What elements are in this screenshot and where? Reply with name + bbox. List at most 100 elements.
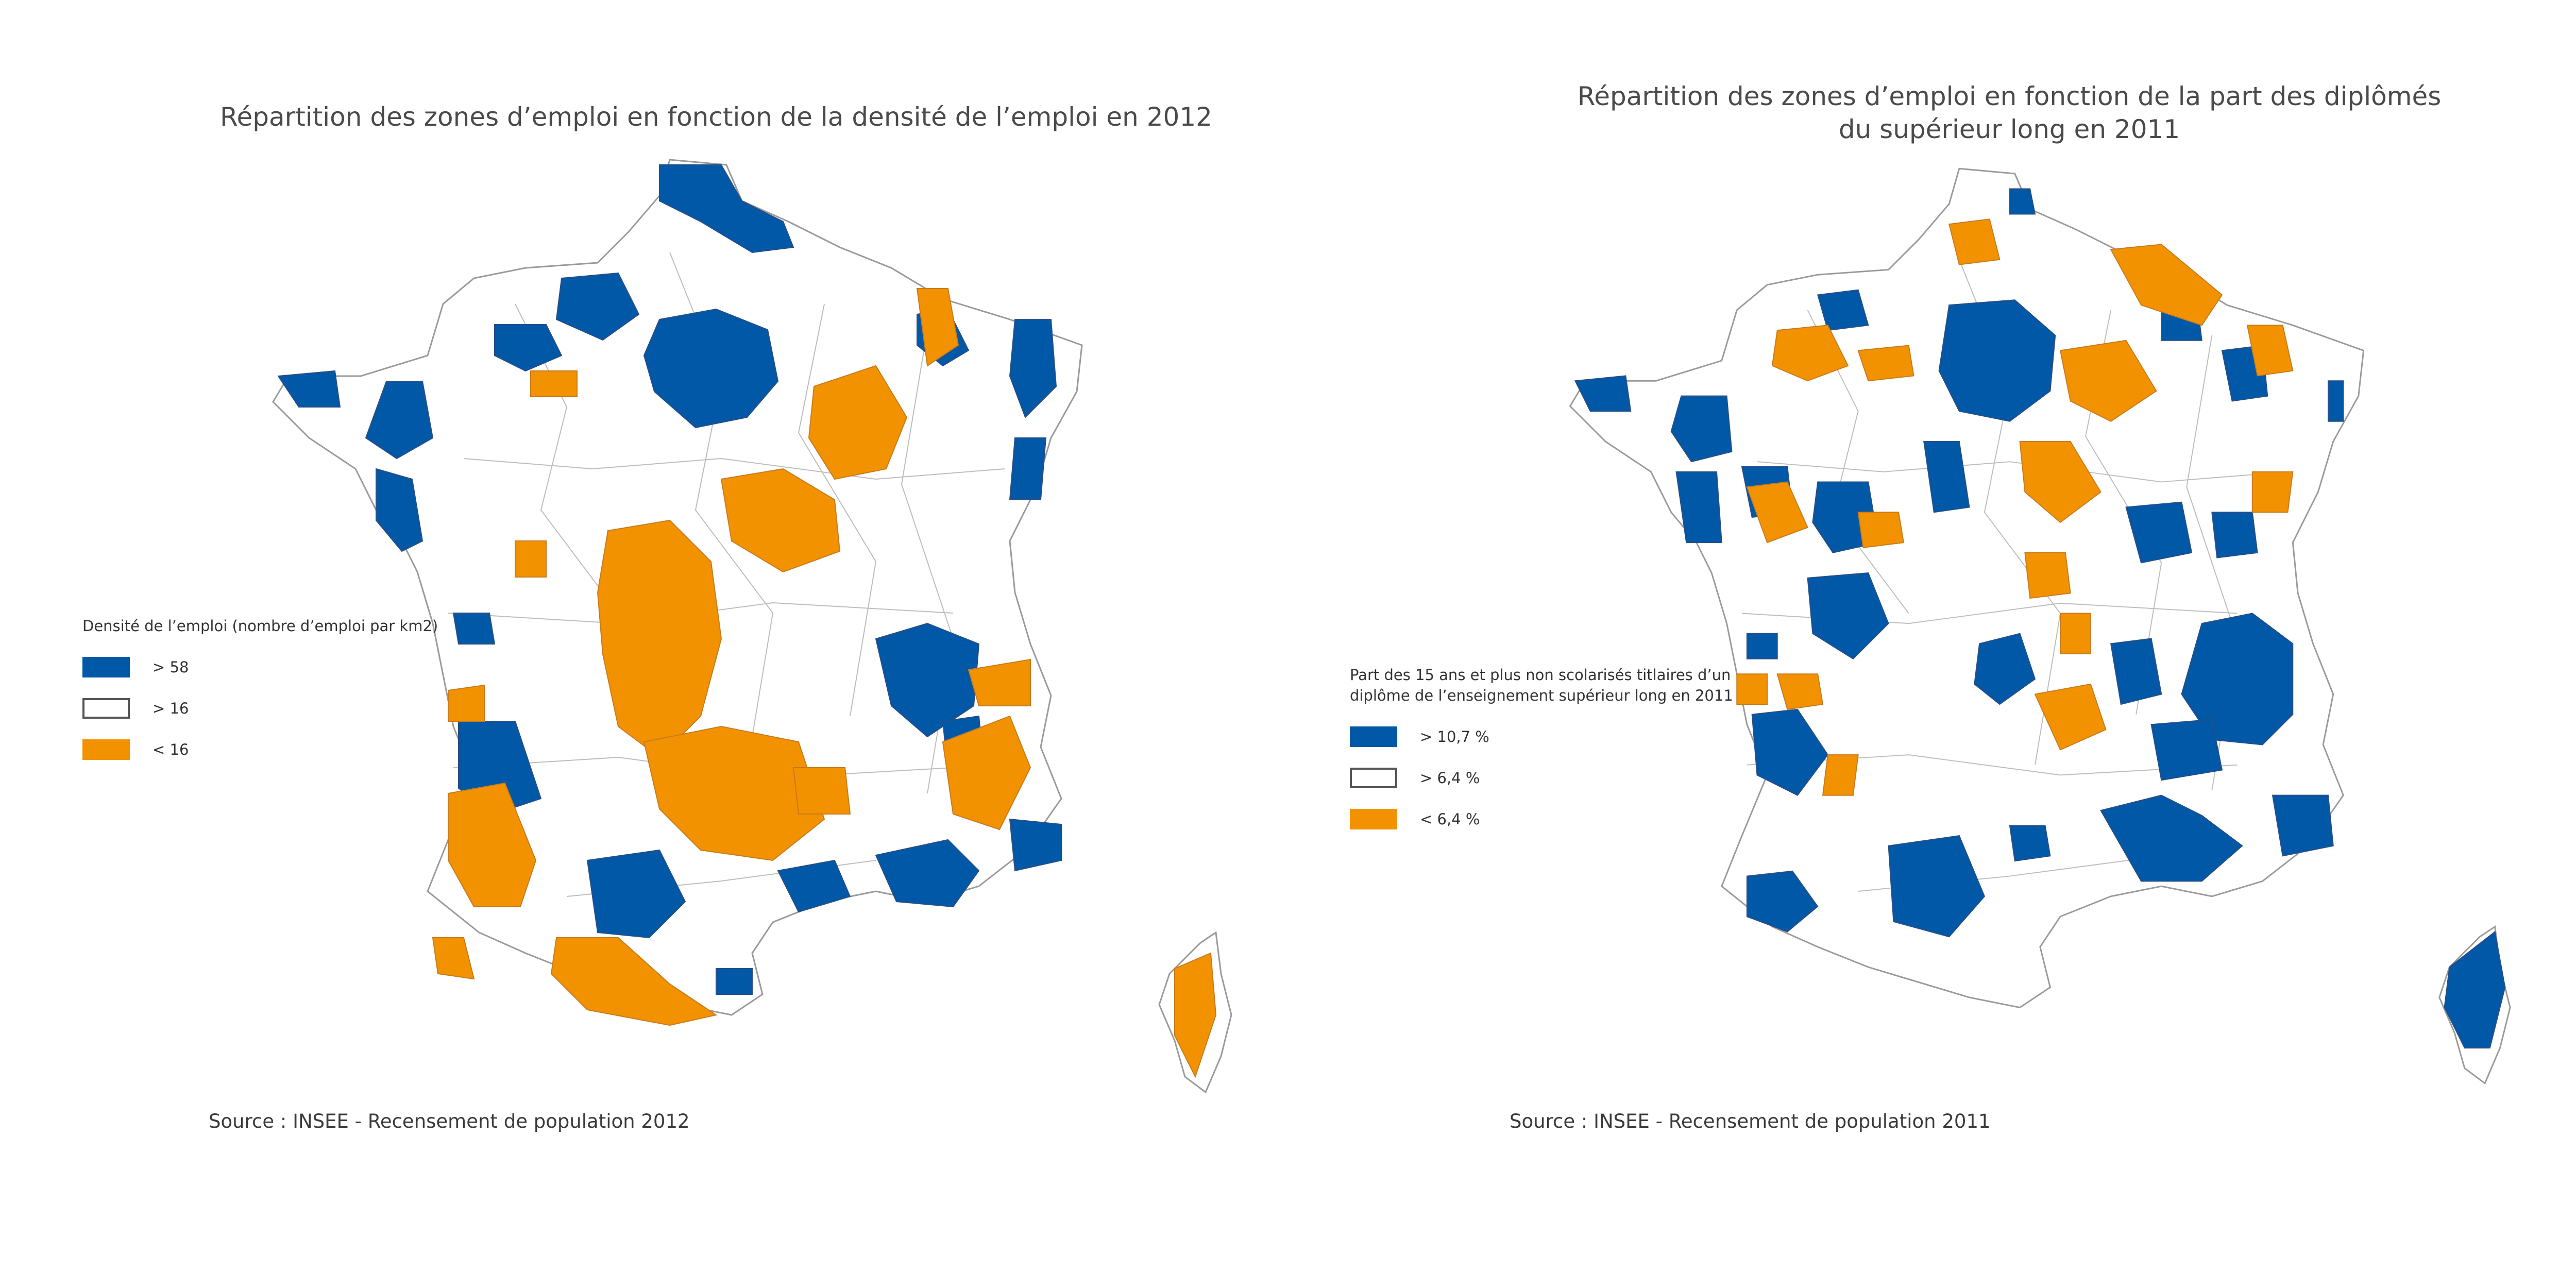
zone-nice — [2272, 794, 2334, 857]
legend-title: Densité de l’emploi (nombre d’emploi par… — [82, 617, 438, 635]
zone-rennes — [365, 381, 434, 460]
zone-nord — [659, 164, 794, 253]
swatch-low — [82, 739, 130, 760]
zone-montpellier — [777, 859, 851, 913]
zone-poitiers — [1807, 572, 1889, 660]
legend-label: > 16 — [152, 700, 189, 717]
internal-borders — [1741, 259, 2288, 892]
zone-gironde-est — [1776, 673, 1824, 710]
source-note: Source : INSEE - Recensement de populati… — [1510, 1110, 1991, 1132]
legend-density: Densité de l’emploi (nombre d’emploi par… — [82, 616, 464, 770]
zone-isere — [2150, 719, 2223, 781]
zone-mulhouse — [1009, 437, 1047, 500]
legend-item-mid: > 6,4 % — [1350, 757, 1752, 799]
zone-savoie — [968, 658, 1031, 706]
zone-nice — [1009, 818, 1062, 872]
zone-alpes — [2181, 613, 2294, 745]
zone-laroche — [452, 613, 496, 645]
swatch-mid — [82, 698, 130, 719]
source-note: Source : INSEE - Recensement de populati… — [209, 1110, 690, 1132]
zone-paris — [1938, 299, 2056, 422]
zone-lyon — [875, 622, 980, 738]
zone-cantal — [2060, 613, 2091, 654]
zone-rennes — [1670, 395, 1733, 463]
map-panel-graduates: Répartition des zones d’emploi en foncti… — [1288, 0, 2576, 1288]
zone-besancon — [2211, 512, 2258, 558]
legend-label: < 6,4 % — [1420, 810, 1480, 828]
zones-low — [432, 288, 1217, 1078]
legend-item-mid: > 16 — [82, 688, 464, 729]
zone-sarthe — [515, 540, 547, 578]
zone-clermont — [1974, 633, 2036, 705]
zone-picardie — [1948, 218, 2001, 265]
zone-rouen — [555, 272, 640, 341]
zone-limousin — [643, 725, 825, 861]
zone-champagne — [808, 365, 908, 480]
map-panel-density: Répartition des zones d’emploi en foncti… — [82, 102, 1232, 1132]
zone-ardennes — [2110, 244, 2223, 326]
swatch-high — [82, 657, 130, 677]
swatch-high — [1350, 726, 1397, 747]
zone-lorraine — [2246, 325, 2294, 377]
zone-laroche — [1746, 633, 1778, 659]
zone-limousin — [2034, 683, 2107, 751]
map-title: Répartition des zones d’emploi en foncti… — [220, 102, 1212, 132]
legend-item-low: < 6,4 % — [1350, 799, 1752, 840]
zone-marseille — [2100, 794, 2243, 882]
zones-high — [1574, 188, 2506, 1049]
zone-dordogne — [1822, 754, 1859, 796]
zone-paris — [643, 308, 779, 429]
zone-jura — [2251, 471, 2294, 513]
zone-champagne — [2059, 340, 2157, 422]
zone-nantes — [1675, 471, 1722, 544]
zone-strasbourg — [2327, 380, 2344, 422]
legend-label: < 16 — [152, 741, 189, 758]
zone-strasbourg — [1009, 319, 1057, 418]
zone-orleans — [1923, 440, 1970, 513]
legend-label: > 10,7 % — [1420, 728, 1489, 745]
zone-pays-basque — [432, 937, 475, 980]
zone-toulouse — [586, 849, 686, 939]
zone-marseille — [875, 839, 980, 908]
zone-bordeaux — [1751, 708, 1829, 796]
zone-landes — [448, 782, 537, 907]
zone-lille — [2009, 188, 2036, 215]
map-title: Répartition des zones d’emploi en foncti… — [1577, 81, 2442, 144]
zone-lozere — [792, 767, 851, 815]
zone-perche — [1857, 345, 1914, 382]
france-map-density — [272, 159, 1232, 1094]
zones-low — [1736, 218, 2294, 796]
zone-bourgogne — [2019, 440, 2102, 523]
zone-montpellier — [2009, 825, 2051, 862]
legend-title: Part des 15 ans et plus non scolarisés t… — [1350, 666, 1733, 704]
zone-brest — [277, 370, 341, 408]
zone-rouen — [1817, 289, 1869, 331]
legend-item-low: < 16 — [82, 729, 464, 770]
legend-label: > 6,4 % — [1420, 769, 1480, 787]
zone-charente — [448, 684, 485, 722]
zone-bourgogne — [720, 468, 841, 573]
zone-alpes-sud — [942, 715, 1031, 831]
legend-graduates: Part des 15 ans et plus non scolarisés t… — [1350, 665, 1752, 840]
zone-charente — [1736, 673, 1768, 705]
zone-normandie — [1771, 325, 1849, 382]
zone-ardennes — [916, 288, 959, 367]
zone-creuse — [2024, 552, 2071, 599]
zone-sarthe — [1857, 512, 1905, 549]
zone-caen — [494, 324, 563, 372]
zone-borders — [1569, 167, 2511, 1085]
zone-toulouse — [1888, 835, 1986, 938]
legend-label: > 58 — [152, 658, 189, 676]
france-map-graduates — [1569, 167, 2511, 1085]
zone-perpignan — [716, 968, 753, 995]
zone-pyrenees — [550, 937, 718, 1026]
zone-perche — [530, 370, 578, 397]
swatch-mid — [1350, 768, 1397, 788]
zone-corse-sud — [1174, 952, 1217, 1078]
zone-lyon — [2110, 638, 2162, 705]
zone-nantes — [376, 468, 423, 552]
legend-item-high: > 58 — [82, 647, 464, 688]
zone-pau — [1746, 870, 1819, 933]
zone-corse — [2444, 930, 2506, 1049]
zone-vendee-ouest — [1746, 481, 1808, 544]
